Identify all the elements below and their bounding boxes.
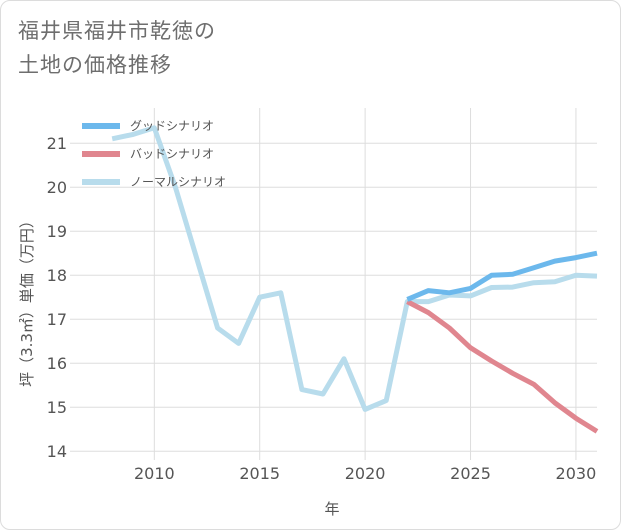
y-axis-label: 坪（3.3㎡）単価（万円） (18, 213, 36, 387)
legend-label-1: グッドシナリオ (130, 119, 214, 133)
y-tick-label: 19 (47, 222, 67, 241)
tick-labels: 14 15 16 17 18 19 20 21 2010 2015 2020 2025 2030 (47, 134, 597, 483)
y-tick-label: 18 (47, 266, 67, 285)
series-line-3 (111, 125, 598, 412)
x-axis-label: 年 (324, 500, 339, 518)
x-tick-label: 2030 (556, 464, 597, 483)
legend-label-3: ノーマルシナリオ (130, 175, 226, 189)
legend-label-2: バッドシナリオ (130, 147, 214, 161)
chart-title-line-2: 土地の価格推移 (18, 53, 172, 77)
y-tick-label: 14 (47, 442, 67, 461)
chart-title-line-1: 福井県福井市乾徳の (18, 19, 216, 43)
x-tick-label: 2025 (450, 464, 491, 483)
chart-title: 福井県福井市乾徳の 土地の価格推移 (18, 14, 216, 82)
y-tick-label: 15 (47, 398, 67, 417)
x-tick-label: 2015 (239, 464, 280, 483)
series-line-2 (406, 299, 599, 434)
y-tick-label: 17 (47, 310, 67, 329)
x-tick-label: 2020 (345, 464, 386, 483)
y-tick-label: 16 (47, 354, 67, 373)
y-tick-label: 20 (47, 178, 67, 197)
x-tick-label: 2010 (134, 464, 175, 483)
y-tick-label: 21 (47, 134, 67, 153)
series-line-1 (406, 250, 598, 302)
series-lines (111, 125, 599, 434)
